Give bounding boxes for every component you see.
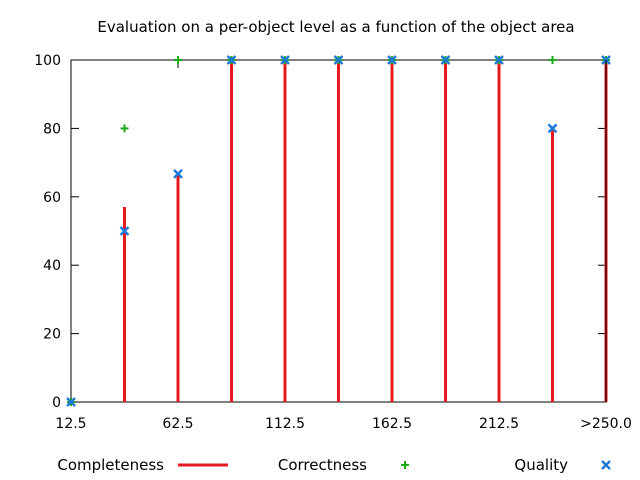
- legend-label: Completeness: [57, 456, 164, 474]
- y-axis: 0 20 40 60 80 100: [34, 53, 606, 411]
- quality-point: [280, 55, 290, 65]
- y-tick-label: 60: [43, 190, 61, 206]
- legend-item: Correctness: [278, 456, 409, 474]
- quality-point: [440, 55, 451, 65]
- x-tick-label: 162.5: [372, 416, 412, 432]
- quality-point: [494, 55, 504, 65]
- correctness-point: [120, 124, 129, 133]
- quality-point: [547, 123, 558, 134]
- x-tick-label: 112.5: [265, 416, 305, 432]
- chart-title: Evaluation on a per-object level as a fu…: [97, 18, 574, 36]
- quality-point: [66, 397, 76, 407]
- quality-point: [173, 169, 183, 179]
- legend-label: Correctness: [278, 456, 367, 474]
- correctness-point: [548, 56, 557, 64]
- legend-item: Completeness: [57, 456, 228, 474]
- legend: Completeness Correctness Quality: [57, 456, 611, 474]
- completeness-series: [123, 60, 608, 402]
- x-axis: 12.5 62.5 112.5 162.5 212.5 >250.0: [55, 60, 632, 432]
- x-tick-label: 212.5: [479, 416, 519, 432]
- quality-point: [226, 55, 237, 65]
- x-tick-label: >250.0: [580, 416, 632, 432]
- quality-point: [387, 55, 397, 65]
- y-tick-label: 100: [34, 53, 61, 69]
- y-tick-label: 40: [43, 258, 61, 274]
- x-tick-label: 62.5: [162, 416, 193, 432]
- y-tick-label: 20: [43, 327, 61, 343]
- legend-item: Quality: [514, 456, 611, 474]
- y-tick-label: 0: [52, 395, 61, 411]
- quality-point: [333, 55, 344, 65]
- quality-point: [119, 226, 130, 236]
- correctness-point: [174, 56, 182, 64]
- x-tick-label: 12.5: [55, 416, 86, 432]
- quality-series: [66, 55, 611, 407]
- y-tick-label: 80: [43, 121, 61, 137]
- legend-label: Quality: [514, 456, 568, 474]
